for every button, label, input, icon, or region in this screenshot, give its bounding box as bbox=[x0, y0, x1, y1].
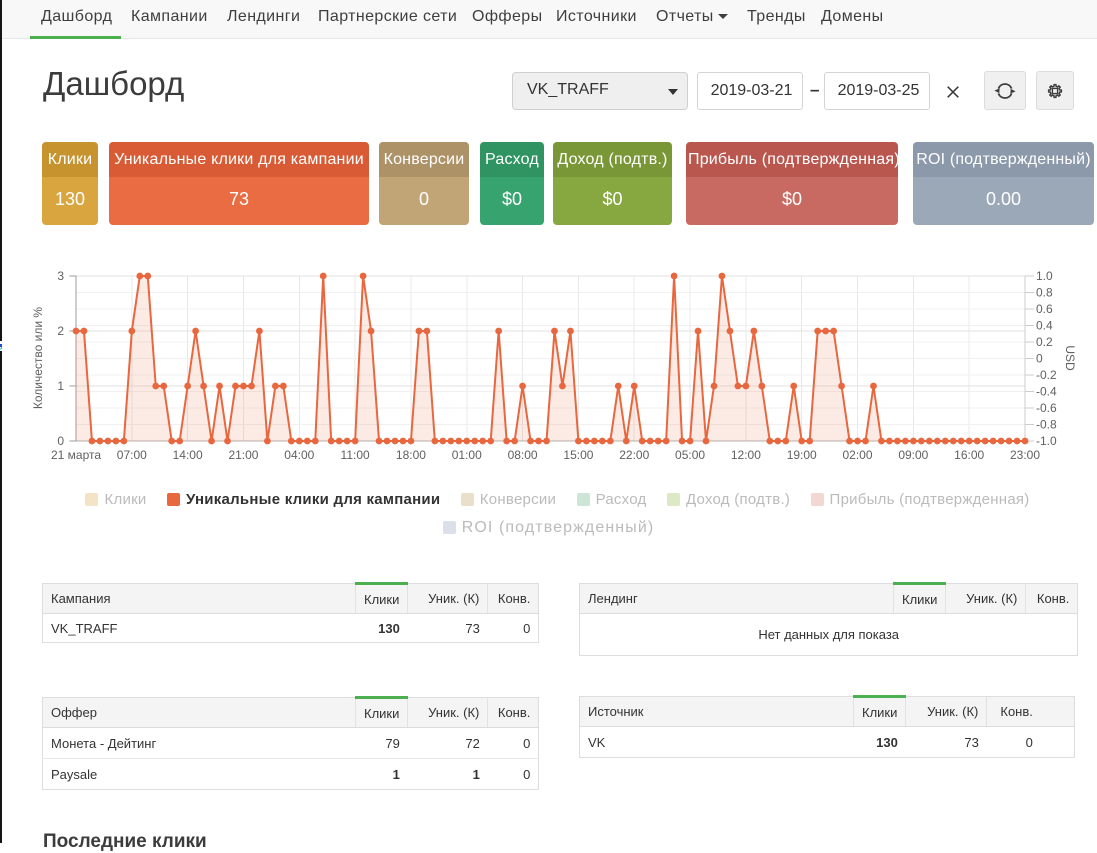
svg-text:07:00: 07:00 bbox=[117, 448, 147, 462]
svg-text:08:00: 08:00 bbox=[508, 448, 538, 462]
svg-text:-0.4: -0.4 bbox=[1036, 385, 1057, 399]
svg-text:21:00: 21:00 bbox=[228, 448, 258, 462]
svg-text:-0.8: -0.8 bbox=[1036, 418, 1057, 432]
svg-text:0: 0 bbox=[57, 434, 64, 448]
svg-text:11:00: 11:00 bbox=[341, 448, 370, 462]
svg-text:05:00: 05:00 bbox=[675, 448, 705, 462]
svg-text:0.2: 0.2 bbox=[1036, 335, 1053, 349]
svg-text:1: 1 bbox=[57, 379, 64, 393]
svg-text:0.6: 0.6 bbox=[1036, 302, 1053, 316]
svg-text:04:00: 04:00 bbox=[284, 448, 314, 462]
svg-text:2: 2 bbox=[57, 324, 64, 338]
svg-text:18:00: 18:00 bbox=[396, 448, 426, 462]
svg-text:1.0: 1.0 bbox=[1036, 269, 1053, 283]
svg-text:09:00: 09:00 bbox=[898, 448, 928, 462]
svg-text:-0.2: -0.2 bbox=[1036, 368, 1057, 382]
svg-text:02:00: 02:00 bbox=[843, 448, 873, 462]
svg-text:16:00: 16:00 bbox=[954, 448, 984, 462]
svg-text:0: 0 bbox=[1036, 352, 1043, 366]
svg-text:-1.0: -1.0 bbox=[1036, 434, 1057, 448]
svg-text:23:00: 23:00 bbox=[1010, 448, 1040, 462]
svg-text:USD: USD bbox=[1063, 345, 1077, 371]
svg-text:0.4: 0.4 bbox=[1036, 319, 1053, 333]
svg-text:15:00: 15:00 bbox=[563, 448, 593, 462]
svg-text:22:00: 22:00 bbox=[619, 448, 649, 462]
svg-text:01:00: 01:00 bbox=[452, 448, 482, 462]
svg-text:3: 3 bbox=[57, 269, 64, 283]
svg-text:21 марта: 21 марта bbox=[51, 448, 101, 462]
svg-text:Количество или %: Количество или % bbox=[31, 307, 45, 410]
svg-text:-0.6: -0.6 bbox=[1036, 401, 1057, 415]
svg-text:19:00: 19:00 bbox=[787, 448, 817, 462]
svg-text:12:00: 12:00 bbox=[731, 448, 761, 462]
svg-text:14:00: 14:00 bbox=[173, 448, 203, 462]
svg-text:0.8: 0.8 bbox=[1036, 286, 1053, 300]
